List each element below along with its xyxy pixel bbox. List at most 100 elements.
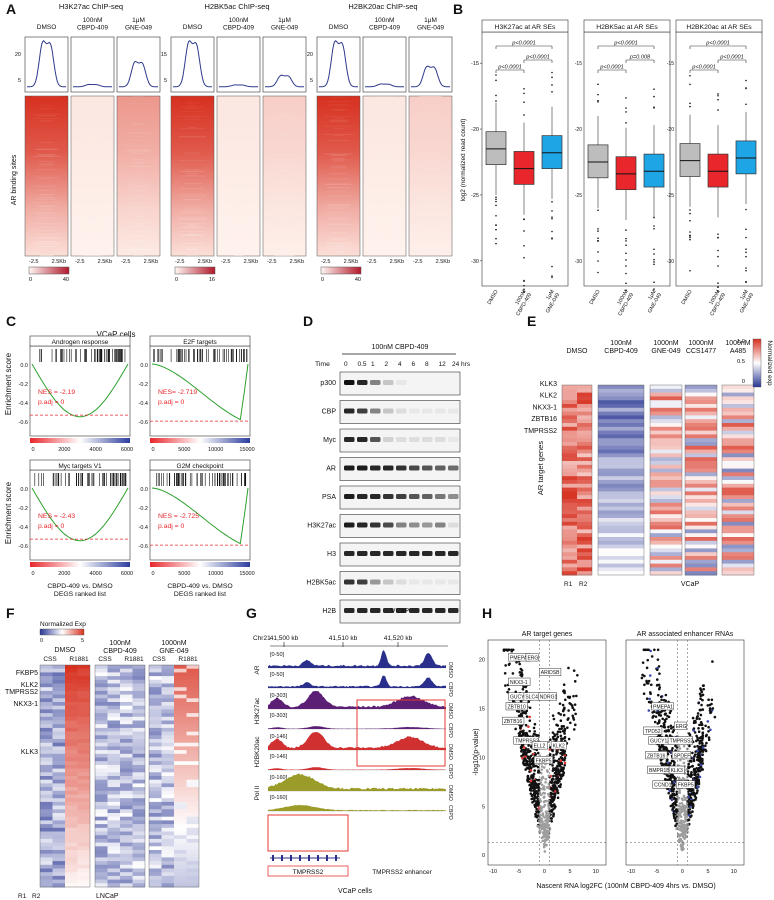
heat-cell bbox=[120, 665, 133, 670]
heat-cell bbox=[161, 861, 174, 866]
volcano-point bbox=[536, 814, 540, 817]
volcano-point bbox=[692, 729, 696, 732]
volcano-point bbox=[561, 748, 564, 752]
volcano-point bbox=[557, 779, 561, 783]
heat-cell bbox=[186, 790, 199, 795]
volcano-point bbox=[649, 683, 653, 687]
volcano-point bbox=[696, 749, 700, 753]
heat-cell bbox=[577, 529, 592, 534]
heat-cell bbox=[120, 857, 133, 862]
heat-cell bbox=[562, 464, 577, 470]
streak bbox=[230, 158, 247, 160]
volcano-point bbox=[546, 770, 549, 773]
heat-cell bbox=[161, 842, 174, 847]
heat-cell bbox=[52, 665, 65, 670]
volcano-point bbox=[701, 742, 704, 745]
track-range: [0-303] bbox=[270, 693, 288, 699]
heat-cell bbox=[132, 683, 145, 688]
gsea-set-name: G2M checkpoint bbox=[177, 463, 224, 470]
gene-label: KLK3 bbox=[540, 381, 557, 388]
volcano-point bbox=[697, 782, 701, 786]
streak bbox=[420, 212, 441, 214]
heat-cell bbox=[65, 783, 78, 788]
volcano-point bbox=[668, 789, 671, 792]
volcano-point bbox=[656, 722, 660, 725]
heat-cell bbox=[186, 676, 199, 681]
exon bbox=[299, 855, 301, 861]
streak bbox=[85, 105, 100, 107]
volcano-point bbox=[655, 684, 659, 687]
volcano-point bbox=[664, 762, 668, 765]
streak bbox=[374, 152, 395, 153]
replicate-label: R1 bbox=[564, 581, 573, 588]
heat-cell bbox=[577, 464, 592, 470]
volcano-point bbox=[520, 671, 523, 675]
volcano-point bbox=[543, 838, 547, 842]
heat-cell bbox=[77, 716, 90, 721]
heat-cell bbox=[65, 835, 78, 840]
x-tick: 4000 bbox=[90, 571, 102, 577]
volcano-point bbox=[676, 812, 680, 816]
volcano-point bbox=[575, 694, 578, 698]
heat-cell bbox=[174, 779, 187, 784]
band bbox=[396, 380, 407, 385]
volcano-point bbox=[506, 690, 509, 694]
condition-label: 1000nM A485 bbox=[725, 340, 750, 355]
heat-cell bbox=[40, 753, 53, 758]
outlier bbox=[523, 114, 525, 116]
volcano-point bbox=[551, 735, 555, 739]
band bbox=[344, 380, 355, 385]
signal-track bbox=[268, 691, 446, 709]
volcano-point bbox=[693, 745, 696, 748]
volcano-point bbox=[685, 805, 689, 809]
heat-cell bbox=[722, 419, 754, 424]
streak bbox=[275, 253, 294, 255]
streak bbox=[86, 199, 99, 201]
heat-cell bbox=[95, 813, 108, 818]
heat-cell bbox=[161, 665, 174, 670]
heat-cell bbox=[95, 868, 108, 873]
band bbox=[409, 494, 420, 499]
streak bbox=[422, 130, 439, 132]
streak bbox=[183, 199, 202, 201]
volcano-point bbox=[687, 803, 691, 806]
volcano-point bbox=[669, 724, 673, 728]
heat-cell bbox=[722, 472, 754, 477]
heat-cell bbox=[722, 510, 754, 515]
band bbox=[435, 494, 446, 499]
heat-cell bbox=[120, 683, 133, 688]
streak bbox=[229, 160, 248, 162]
heat-cell bbox=[40, 768, 53, 773]
streak bbox=[36, 114, 57, 116]
streak bbox=[273, 106, 296, 108]
band bbox=[383, 437, 394, 442]
volcano-point bbox=[707, 736, 711, 739]
panel-letter-h: H bbox=[482, 605, 492, 621]
heat-cell bbox=[40, 727, 53, 733]
gene-label-box bbox=[676, 780, 696, 789]
streak bbox=[39, 217, 54, 219]
heat-cell bbox=[722, 396, 754, 401]
volcano-point bbox=[692, 727, 696, 730]
heat-cell bbox=[174, 783, 187, 788]
streak bbox=[133, 162, 144, 163]
protein-label: H3K27ac bbox=[307, 523, 336, 530]
heat-cell bbox=[120, 824, 133, 829]
heat-cell bbox=[577, 392, 592, 397]
gene-callout: FKBP5 bbox=[536, 758, 552, 764]
panel-letter-a: A bbox=[6, 1, 16, 17]
heat-cell bbox=[120, 820, 133, 825]
volcano-point bbox=[699, 708, 703, 712]
heat-cell bbox=[186, 875, 199, 881]
streak bbox=[379, 198, 390, 199]
band bbox=[370, 494, 381, 499]
heat-cell bbox=[186, 801, 199, 807]
streak bbox=[125, 190, 152, 191]
y-tick: -0.6 bbox=[19, 420, 28, 426]
heat-cell bbox=[40, 820, 53, 825]
x-group-label: DMSO bbox=[681, 289, 694, 306]
streak bbox=[327, 195, 350, 197]
heat-cell bbox=[40, 805, 53, 810]
heat-cell bbox=[577, 423, 592, 428]
volcano-point bbox=[544, 819, 547, 822]
